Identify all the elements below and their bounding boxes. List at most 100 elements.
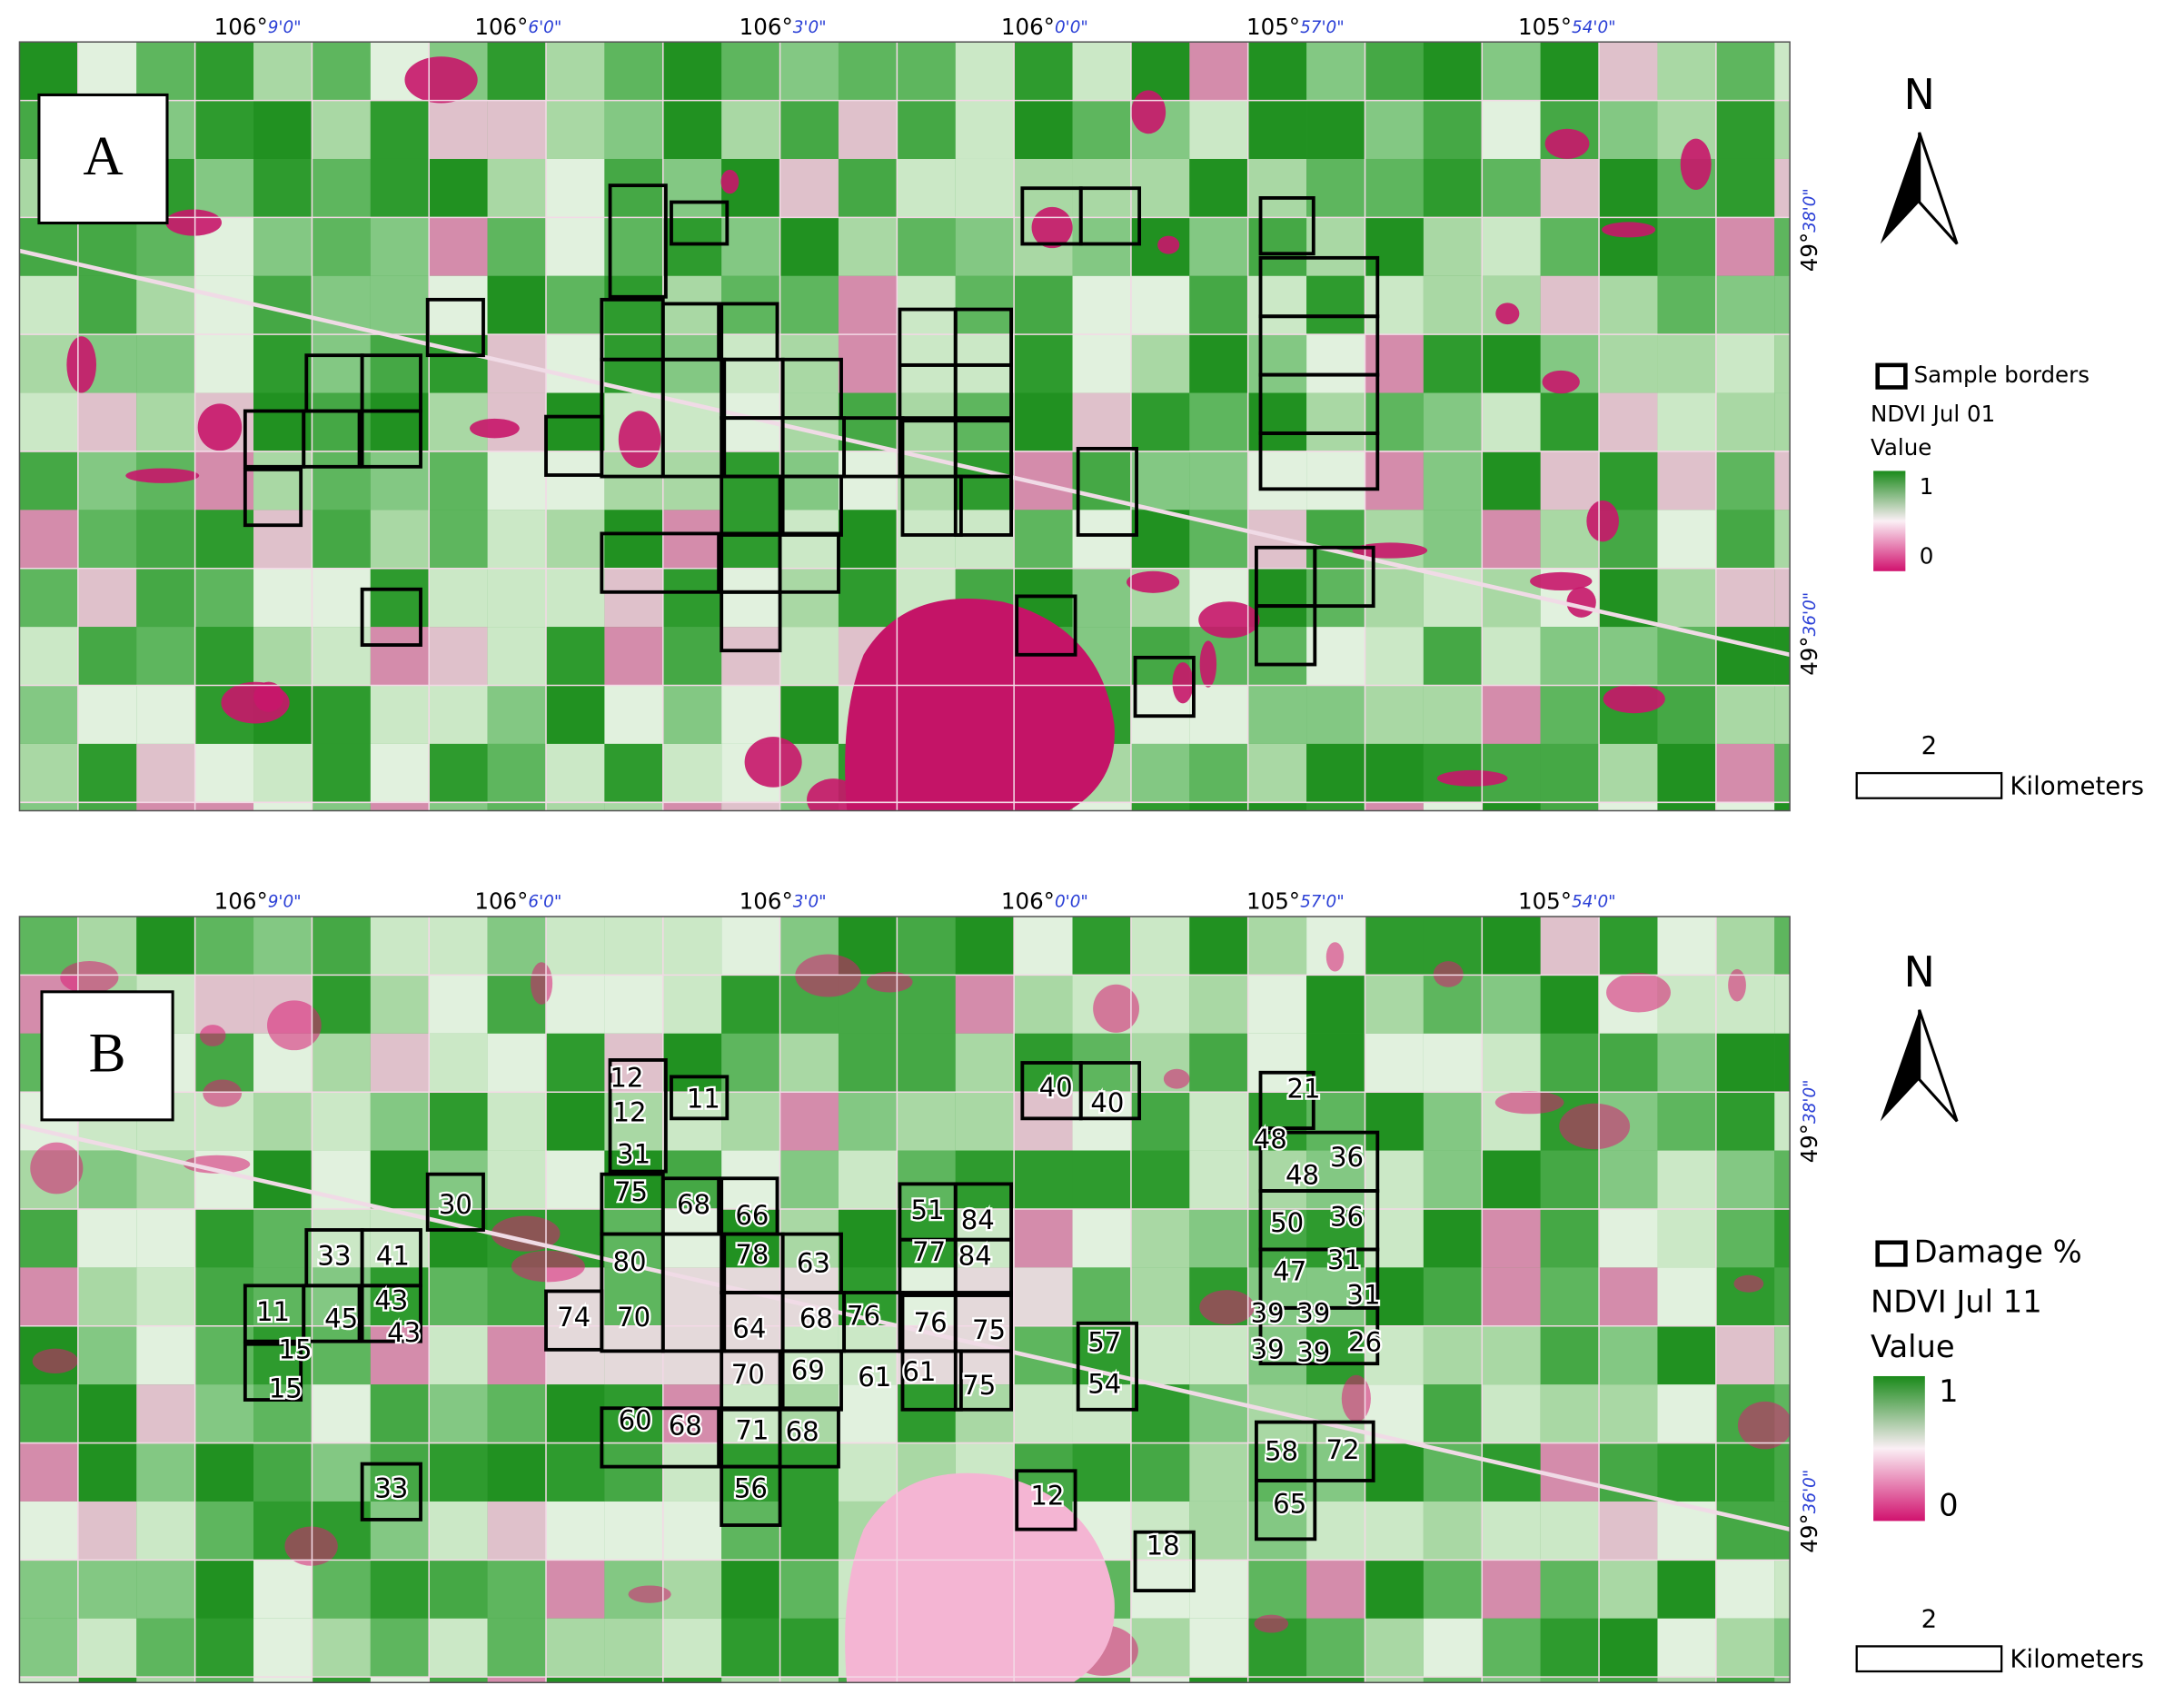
field [429, 1384, 488, 1443]
sample-border [360, 1284, 422, 1343]
wetland [1198, 601, 1260, 639]
field [1540, 975, 1600, 1034]
wetland [404, 56, 478, 104]
field [1306, 100, 1365, 159]
field [779, 217, 839, 276]
damage-label: 84 [958, 1241, 992, 1272]
field [1774, 510, 1791, 569]
field [1715, 217, 1775, 276]
longitude-degrees: 106° [1001, 14, 1055, 40]
field [77, 568, 137, 628]
sample-border [1133, 655, 1196, 719]
field [721, 975, 780, 1034]
field [604, 217, 663, 276]
panel-letter: B [89, 1022, 126, 1084]
field [604, 743, 663, 803]
damage-label: 76 [914, 1307, 948, 1338]
field [1657, 1442, 1716, 1502]
field [1306, 1560, 1365, 1619]
field [1599, 1150, 1658, 1209]
field [194, 1677, 254, 1683]
field [1072, 275, 1131, 335]
field [1599, 743, 1658, 803]
field [662, 451, 722, 511]
wetland [197, 403, 243, 451]
field [370, 1092, 430, 1151]
field [1774, 158, 1791, 218]
lake [845, 599, 1115, 811]
field [838, 334, 898, 393]
sample-border [1254, 604, 1317, 667]
field [19, 1384, 78, 1443]
field [779, 1618, 839, 1678]
longitude-minutes: 9'0" [268, 893, 302, 912]
sample-border [600, 1172, 665, 1236]
wetland [267, 1000, 322, 1051]
highway [19, 1123, 1791, 1532]
damage-label: 57 [1087, 1327, 1121, 1358]
field [1715, 568, 1775, 628]
field [136, 1677, 195, 1683]
field [604, 1677, 663, 1683]
field [1130, 275, 1190, 335]
field [897, 217, 956, 276]
damage-label: 58 [1265, 1435, 1298, 1466]
north-label: N [1903, 947, 1934, 996]
field [429, 1033, 488, 1093]
field [1482, 1267, 1541, 1326]
field [194, 1501, 254, 1561]
field [1774, 1267, 1791, 1326]
highway [19, 248, 1791, 658]
field [604, 1501, 663, 1561]
field [1774, 1092, 1791, 1151]
field [1774, 1325, 1791, 1385]
field [838, 510, 898, 569]
field [838, 1325, 898, 1385]
field [1715, 627, 1775, 686]
sample-border [1015, 594, 1077, 657]
field [1365, 217, 1424, 276]
field [779, 1501, 839, 1561]
north-arrow-right [1918, 132, 1959, 245]
field [546, 42, 605, 101]
field [136, 802, 195, 811]
field [1482, 1618, 1541, 1678]
field [1130, 451, 1190, 511]
field [1657, 217, 1716, 276]
longitude-label: 106°6'0" [474, 888, 561, 915]
field [1540, 917, 1600, 976]
field [1189, 217, 1248, 276]
field [546, 100, 605, 159]
field [429, 627, 488, 686]
field [1306, 334, 1365, 393]
field [1540, 627, 1600, 686]
field [779, 627, 839, 686]
field [1365, 685, 1424, 744]
field [1365, 1092, 1424, 1151]
legend-low: 0 [1920, 542, 1934, 569]
field [19, 217, 78, 276]
damage-label: 72 [1325, 1434, 1359, 1465]
field [487, 1325, 546, 1385]
longitude-label: 105°57'0" [1246, 888, 1345, 915]
field [1247, 1560, 1307, 1619]
field [194, 568, 254, 628]
field [429, 1442, 488, 1502]
wetland [720, 169, 740, 194]
field [1657, 743, 1716, 803]
scale-distance: 2 [1921, 1603, 1938, 1633]
field [136, 1267, 195, 1326]
damage-label: 75 [972, 1314, 1006, 1345]
wetland [1603, 684, 1665, 714]
field [1599, 275, 1658, 335]
field [487, 1033, 546, 1093]
field [721, 1677, 780, 1683]
wetland [1199, 640, 1217, 688]
sample-border [608, 183, 668, 299]
field [546, 1677, 605, 1683]
field [1657, 392, 1716, 451]
field [838, 158, 898, 218]
field [136, 627, 195, 686]
sample-border [425, 1172, 485, 1232]
field [1423, 1325, 1483, 1385]
